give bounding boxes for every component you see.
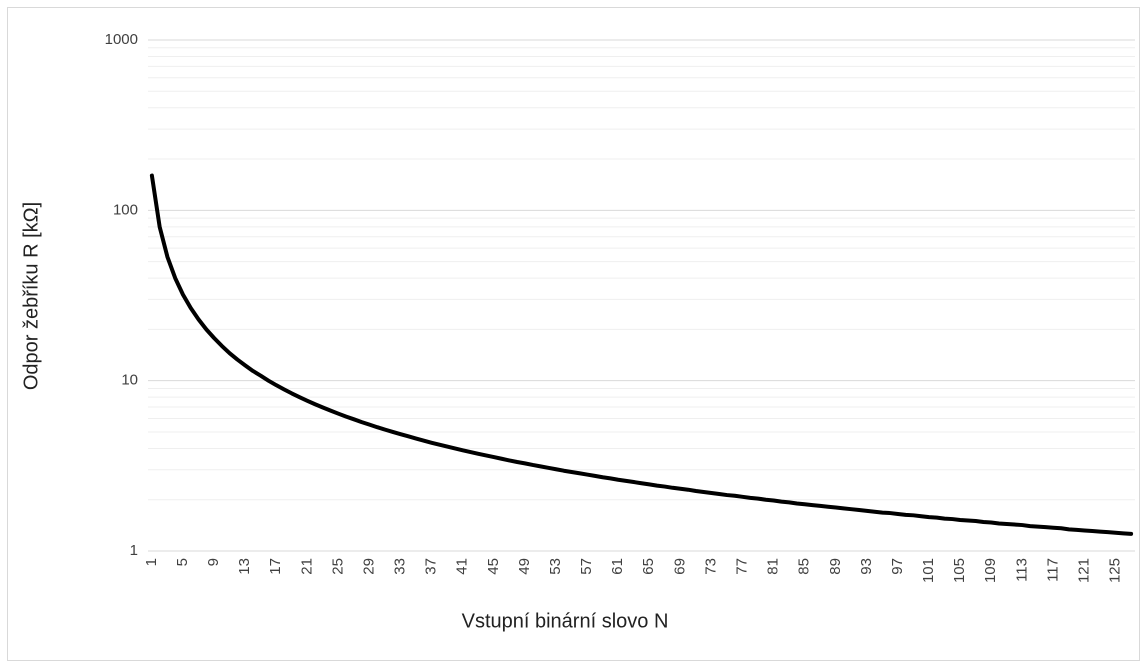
- x-tick-label: 53: [547, 558, 564, 575]
- x-tick-label: 49: [516, 558, 533, 575]
- y-tick-label: 100: [113, 201, 138, 218]
- x-tick-label: 57: [578, 558, 595, 575]
- x-tick-label: 29: [360, 558, 377, 575]
- x-tick-label: 5: [174, 558, 191, 566]
- x-tick-label: 33: [392, 558, 409, 575]
- x-tick-label: 13: [236, 558, 253, 575]
- x-tick-label: 89: [827, 558, 844, 575]
- x-tick-label: 25: [329, 558, 346, 575]
- y-tick-label: 1: [130, 542, 138, 559]
- x-tick-label: 109: [982, 558, 999, 583]
- x-tick-label: 61: [609, 558, 626, 575]
- x-tick-label: 1: [143, 558, 160, 566]
- x-tick-label: 73: [702, 558, 719, 575]
- x-tick-label: 81: [765, 558, 782, 575]
- x-tick-label: 37: [423, 558, 440, 575]
- x-tick-label: 85: [796, 558, 813, 575]
- x-tick-label: 121: [1075, 558, 1092, 583]
- x-tick-label: 65: [640, 558, 657, 575]
- x-tick-label: 21: [298, 558, 315, 575]
- x-tick-label: 45: [485, 558, 502, 575]
- x-tick-label: 77: [734, 558, 751, 575]
- line-series: [149, 173, 1134, 536]
- y-tick-label: 10: [121, 372, 138, 389]
- x-tick-label: 41: [454, 558, 471, 575]
- x-tick-label: 97: [889, 558, 906, 575]
- x-tick-label: 117: [1044, 558, 1061, 582]
- y-tick-label: 1000: [105, 31, 138, 48]
- x-tick-label: 125: [1107, 558, 1124, 583]
- x-tick-label: 113: [1013, 558, 1030, 582]
- x-tick-label: 101: [920, 558, 937, 583]
- chart-frame: [7, 7, 1140, 661]
- x-tick-label: 17: [267, 558, 284, 575]
- y-axis-title: Odpor žebříku R [kΩ]: [20, 202, 42, 390]
- x-tick-label: 69: [671, 558, 688, 575]
- x-tick-label: 93: [858, 558, 875, 575]
- x-tick-label: 105: [951, 558, 968, 583]
- x-axis-title: Vstupní binární slovo N: [462, 610, 669, 632]
- x-tick-label: 9: [205, 558, 222, 566]
